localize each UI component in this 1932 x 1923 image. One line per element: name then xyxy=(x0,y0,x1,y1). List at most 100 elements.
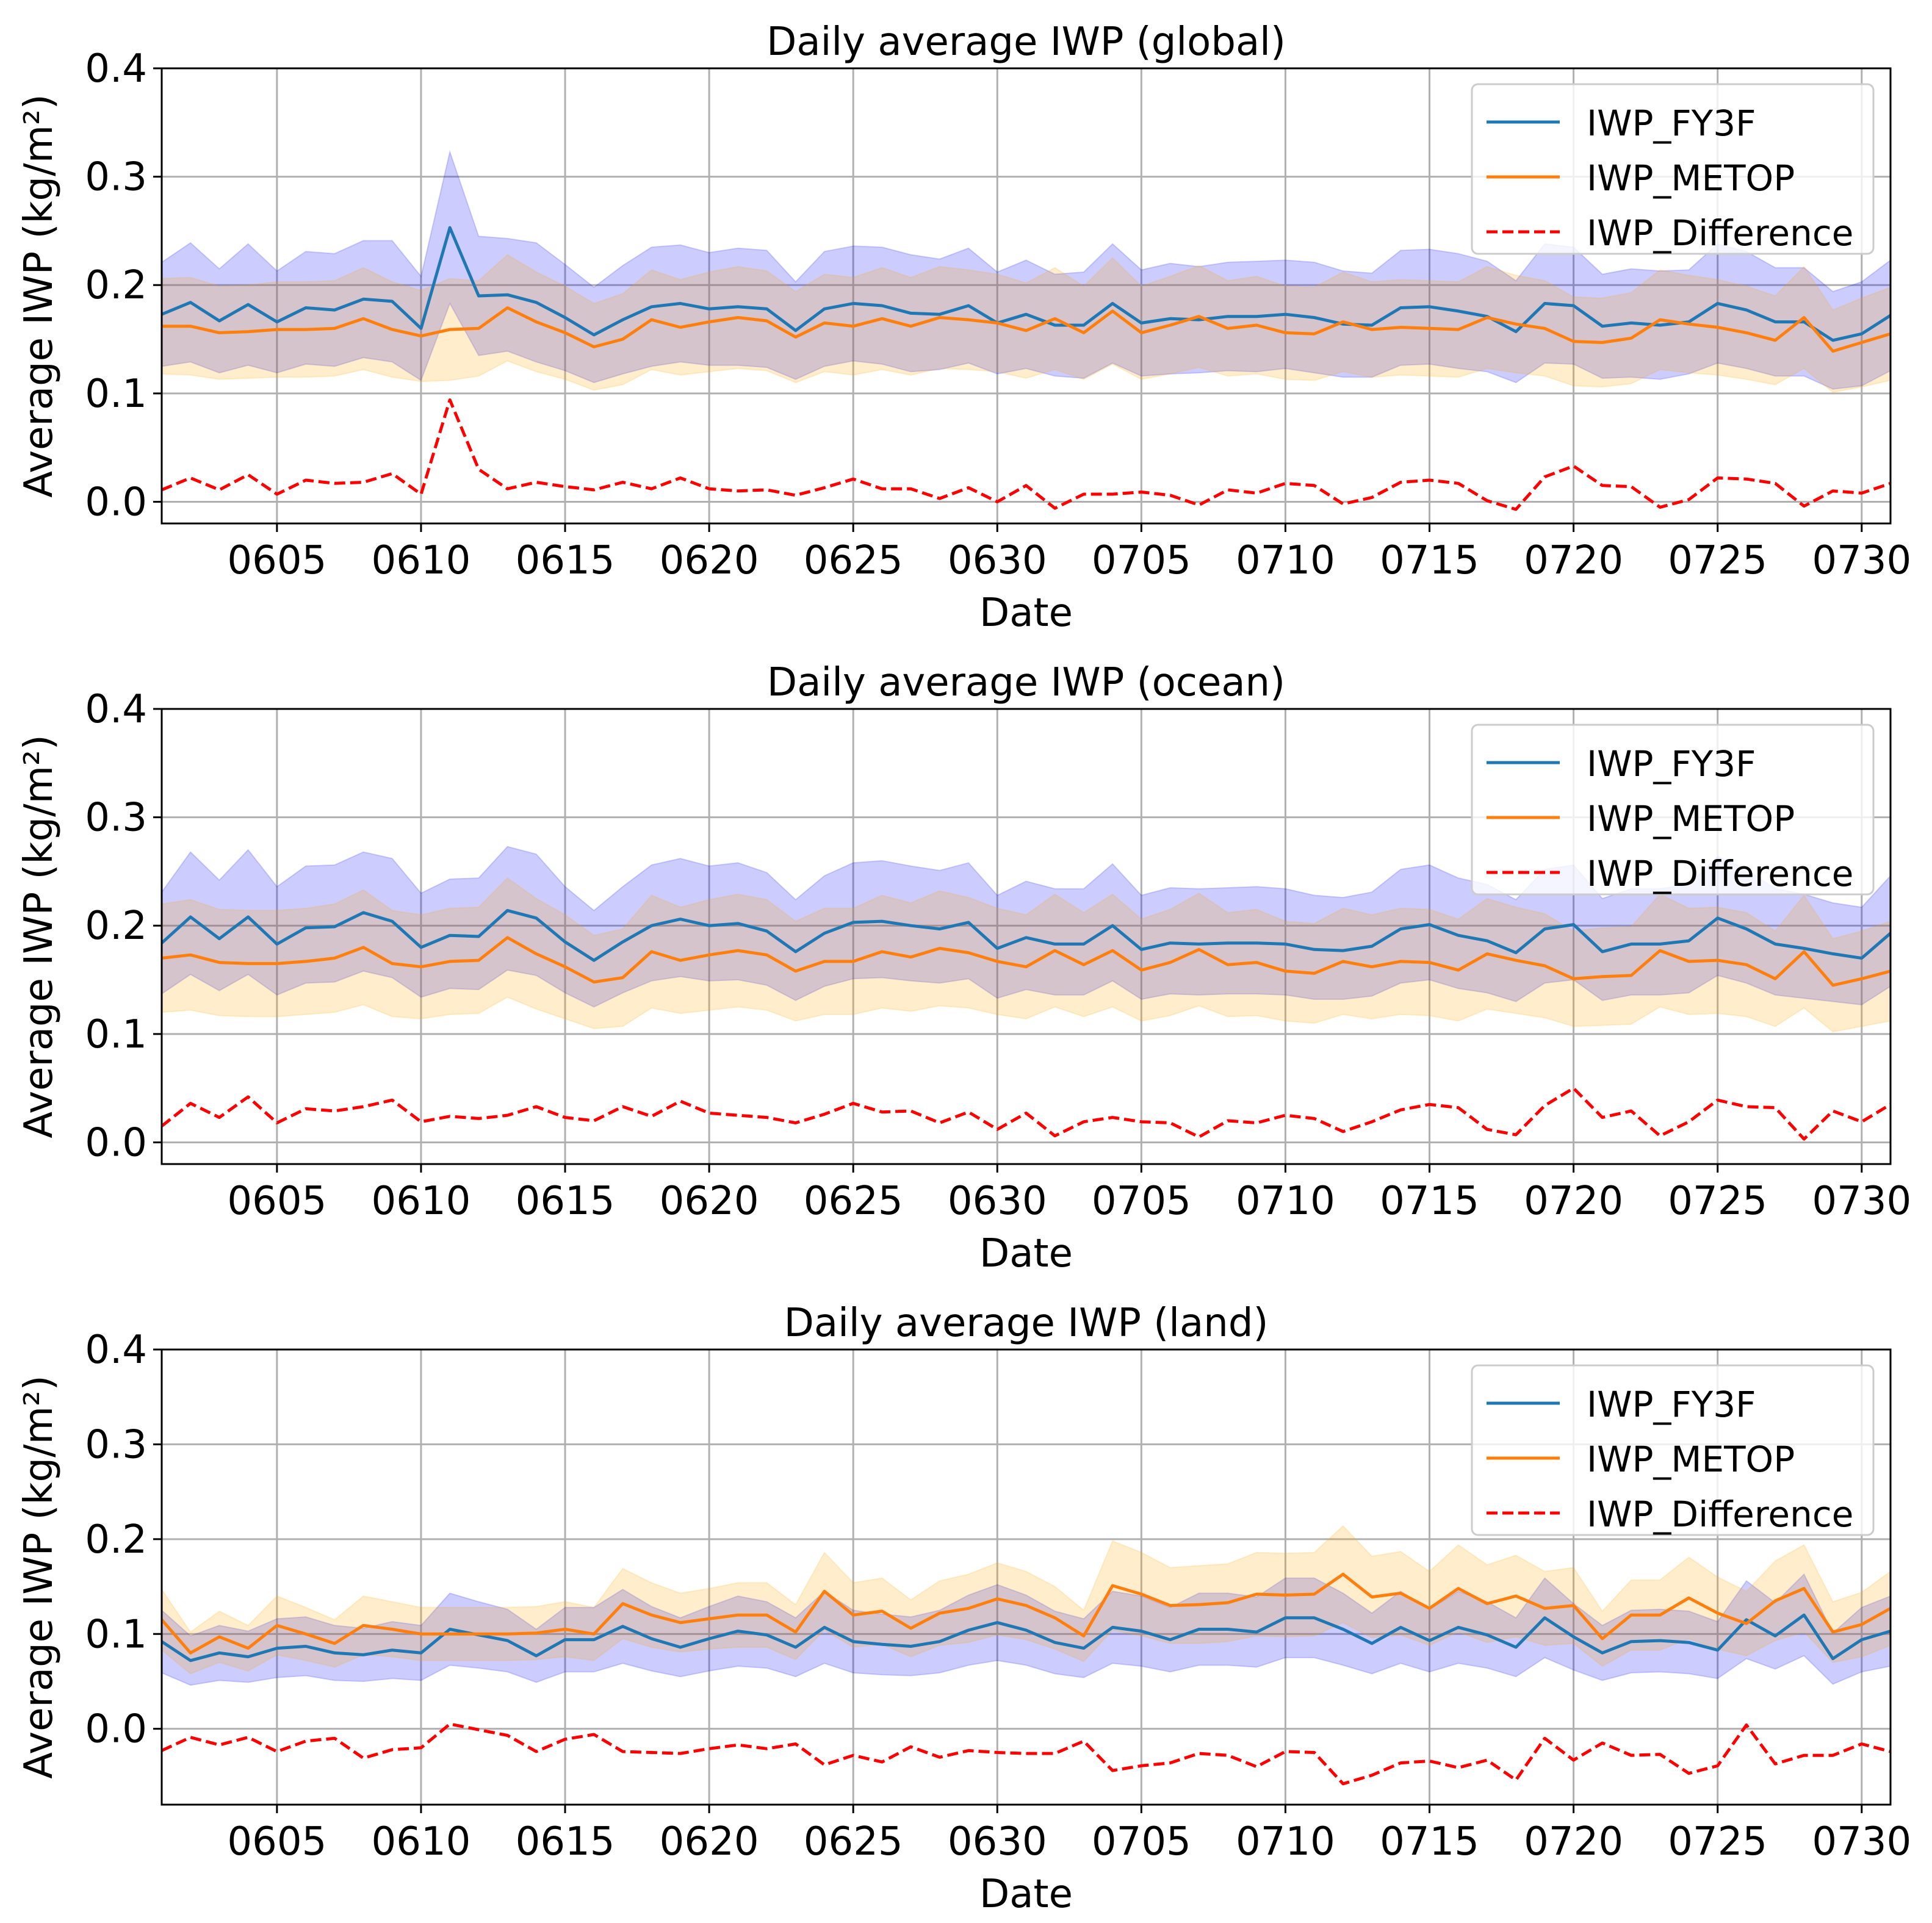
data-point xyxy=(1198,1604,1200,1606)
data-point xyxy=(1775,321,1776,323)
data-point xyxy=(535,917,537,919)
data-point xyxy=(1083,494,1084,495)
data-point xyxy=(1112,303,1114,304)
data-point xyxy=(1803,317,1805,318)
data-point xyxy=(1688,1597,1690,1599)
data-point xyxy=(247,963,249,965)
x-tick-label: 0615 xyxy=(516,538,615,583)
x-tick-label: 0705 xyxy=(1092,1819,1191,1864)
data-point xyxy=(1486,1759,1488,1761)
data-point xyxy=(939,1756,940,1758)
data-point xyxy=(997,960,998,962)
data-point xyxy=(1371,945,1373,947)
data-point xyxy=(1400,1109,1402,1111)
data-point xyxy=(766,1116,768,1118)
data-point xyxy=(276,1625,278,1626)
data-point xyxy=(1803,1755,1805,1756)
data-point xyxy=(910,925,912,927)
data-point xyxy=(449,1628,451,1630)
data-point xyxy=(1457,483,1459,484)
data-point xyxy=(1861,333,1862,335)
data-point xyxy=(1256,1766,1258,1767)
data-point xyxy=(593,1120,595,1121)
data-point xyxy=(968,304,970,306)
data-point xyxy=(1803,321,1805,323)
data-point xyxy=(218,1636,220,1637)
data-point xyxy=(1573,1636,1574,1637)
data-point xyxy=(593,1639,595,1641)
data-point xyxy=(1025,966,1027,968)
data-point xyxy=(449,227,451,229)
data-point xyxy=(881,1610,883,1612)
data-point xyxy=(1342,1130,1344,1132)
data-point xyxy=(1861,1623,1862,1625)
y-tick-label: 0.0 xyxy=(85,1120,147,1165)
data-point xyxy=(1717,303,1718,304)
data-point xyxy=(1515,323,1517,325)
data-point xyxy=(506,1115,508,1116)
data-point xyxy=(1832,490,1834,492)
data-point xyxy=(449,1633,451,1635)
data-point xyxy=(766,308,768,310)
data-point xyxy=(391,1628,393,1630)
data-point xyxy=(997,501,998,503)
x-tick-label: 0730 xyxy=(1812,538,1911,583)
data-point xyxy=(823,960,825,962)
data-point xyxy=(1083,964,1084,966)
data-point xyxy=(190,325,192,327)
y-tick-label: 0.4 xyxy=(85,1328,147,1373)
data-point xyxy=(881,921,883,922)
data-point xyxy=(939,947,940,949)
data-point xyxy=(334,483,336,484)
data-point xyxy=(1429,328,1430,329)
data-point xyxy=(506,910,508,911)
data-point xyxy=(1169,1122,1171,1124)
data-point xyxy=(1544,1617,1546,1619)
data-point xyxy=(535,1632,537,1634)
data-point xyxy=(1256,492,1258,494)
data-point xyxy=(881,1111,883,1113)
data-point xyxy=(334,1110,336,1112)
data-point xyxy=(1573,1605,1574,1606)
data-point xyxy=(910,1110,912,1112)
data-point xyxy=(593,346,595,348)
data-point xyxy=(564,486,566,487)
data-point xyxy=(305,927,307,929)
data-point xyxy=(478,1729,480,1731)
metop-series-line xyxy=(161,936,1891,987)
data-point xyxy=(1371,1774,1373,1776)
data-point xyxy=(1429,1760,1430,1762)
data-point xyxy=(708,925,710,927)
x-axis-label: Date xyxy=(979,1231,1073,1276)
data-point xyxy=(679,1622,681,1623)
data-point xyxy=(766,1748,768,1750)
x-tick-label: 0715 xyxy=(1380,1819,1479,1864)
data-point xyxy=(1803,947,1805,949)
x-tick-label: 0630 xyxy=(948,1819,1047,1864)
data-point xyxy=(247,1656,249,1658)
data-point xyxy=(737,922,739,924)
data-point xyxy=(334,328,336,329)
data-point xyxy=(190,1102,192,1104)
data-point xyxy=(1832,1631,1834,1633)
legend-label: IWP_FY3F xyxy=(1587,102,1756,144)
data-point xyxy=(1631,337,1632,339)
data-point xyxy=(1169,318,1171,320)
data-point xyxy=(1169,942,1171,944)
data-point xyxy=(478,1118,480,1120)
data-point xyxy=(651,1638,652,1640)
data-point xyxy=(1601,976,1603,977)
x-tick-label: 0605 xyxy=(227,1819,326,1864)
data-point xyxy=(1832,984,1834,986)
data-point xyxy=(910,325,912,327)
y-tick-label: 0.0 xyxy=(85,1707,147,1752)
plot-frame xyxy=(160,67,1892,525)
data-point xyxy=(968,1111,970,1113)
data-point xyxy=(1227,1601,1229,1603)
data-point xyxy=(593,960,595,961)
fy3f-series-line xyxy=(160,1613,1891,1662)
data-point xyxy=(1717,1765,1718,1767)
data-point xyxy=(449,960,451,962)
data-point xyxy=(939,1641,940,1642)
data-point xyxy=(535,321,537,323)
